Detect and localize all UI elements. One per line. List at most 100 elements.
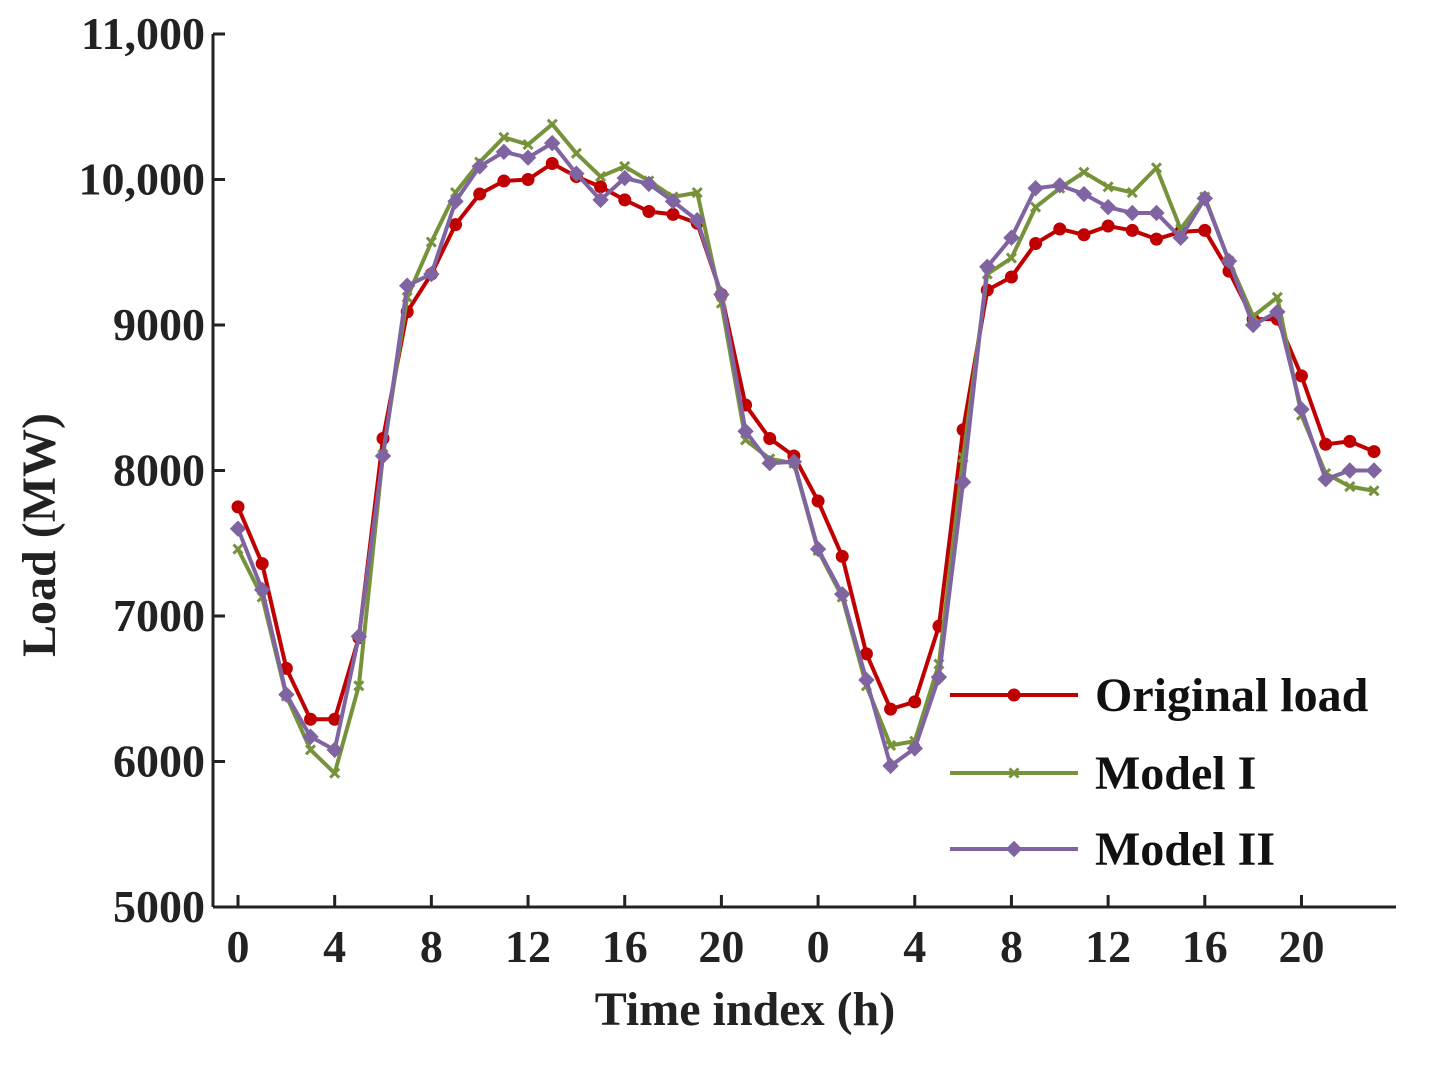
data-point-original-load	[1004, 270, 1018, 284]
data-point-model-ii	[519, 149, 537, 166]
data-point-original-load	[1077, 228, 1091, 242]
data-point-original-load	[449, 218, 463, 232]
data-point-model-i	[498, 131, 510, 143]
series-line-original-load	[236, 161, 1375, 722]
data-point-model-ii	[350, 628, 368, 645]
chart-ticks: 5000 6000 7000 8000 9000 10,000 11,000 0 4 8 12 16 2…	[79, 8, 1325, 972]
data-point-model-ii	[326, 741, 343, 759]
data-point-model-i	[619, 160, 631, 172]
data-point-model-ii	[737, 423, 754, 440]
data-point-model-ii	[423, 265, 440, 283]
data-point-model-i	[594, 171, 607, 183]
data-point-original-load	[594, 180, 608, 194]
y-tick-label: 5000	[113, 881, 205, 932]
legend-marker	[1005, 840, 1023, 858]
data-point-model-ii	[253, 581, 271, 599]
data-point-original-load	[1294, 369, 1308, 383]
data-point-model-ii	[398, 277, 416, 294]
data-point-model-ii	[1196, 190, 1214, 207]
data-point-model-ii	[1293, 401, 1310, 418]
series-model-ii	[229, 134, 1383, 775]
x-tick-label: 4	[323, 921, 346, 972]
x-tick-label: 8	[1000, 921, 1023, 972]
chart-legend: Original load Model I Model II	[950, 669, 1369, 876]
data-point-model-ii	[1244, 316, 1262, 334]
legend-marker	[1007, 688, 1021, 702]
data-point-model-ii	[1269, 303, 1286, 321]
data-point-original-load	[1198, 223, 1212, 237]
y-axis-title: Load (MW)	[13, 413, 66, 657]
data-point-model-ii	[592, 191, 609, 209]
y-tick-label: 9000	[113, 299, 205, 350]
data-point-model-ii	[930, 668, 948, 686]
data-point-original-load	[521, 173, 535, 186]
data-point-model-ii	[785, 453, 803, 470]
data-point-model-i	[353, 680, 365, 692]
x-tick-label: 4	[903, 921, 926, 972]
data-point-model-ii	[1075, 185, 1093, 203]
legend-item-original-load: Original load	[950, 669, 1369, 722]
data-point-model-ii	[471, 158, 488, 175]
legend-item-model-i: Model I	[950, 747, 1256, 800]
data-point-original-load	[908, 695, 922, 709]
data-point-original-load	[473, 187, 487, 201]
x-tick-label: 0	[227, 921, 250, 972]
data-point-model-i	[304, 744, 317, 756]
data-point-model-ii	[1317, 471, 1334, 488]
data-point-model-i	[425, 236, 437, 248]
x-tick-label: 20	[1278, 921, 1324, 972]
data-point-model-ii	[1051, 177, 1068, 194]
data-point-original-load	[1319, 437, 1333, 451]
data-point-original-load	[618, 193, 632, 207]
data-point-original-load	[255, 557, 269, 571]
data-point-model-ii	[302, 728, 319, 745]
data-point-model-i	[329, 767, 341, 779]
y-tick-label: 8000	[113, 445, 205, 496]
data-point-model-i	[1271, 291, 1283, 303]
data-point-model-ii	[979, 258, 996, 276]
data-point-model-ii	[858, 671, 875, 689]
data-point-model-i	[1368, 485, 1380, 497]
data-point-model-ii	[544, 134, 561, 152]
data-point-model-i	[232, 543, 244, 555]
data-point-model-ii	[495, 143, 513, 161]
data-point-model-ii	[1003, 229, 1020, 246]
data-point-original-load	[1343, 434, 1357, 448]
data-point-original-load	[835, 549, 849, 563]
x-tick-label: 8	[420, 921, 443, 972]
x-tick-label: 20	[698, 921, 744, 972]
data-point-original-load	[304, 712, 318, 726]
x-tick-label: 16	[602, 921, 648, 972]
data-point-model-ii	[1148, 204, 1165, 222]
data-point-model-ii	[1220, 252, 1238, 270]
data-point-model-ii	[1172, 229, 1189, 246]
data-point-model-ii	[1341, 462, 1359, 479]
data-point-model-i	[691, 187, 703, 199]
data-point-original-load	[497, 174, 511, 188]
chart-series-group	[229, 118, 1383, 779]
data-point-model-ii	[1099, 198, 1117, 216]
legend-label: Model I	[1095, 747, 1256, 800]
data-point-model-ii	[689, 212, 706, 229]
data-point-model-ii	[761, 455, 778, 472]
data-point-model-ii	[616, 169, 633, 187]
x-axis-title: Time index (h)	[595, 983, 895, 1036]
data-point-model-ii	[374, 447, 392, 465]
data-point-original-load	[1101, 219, 1115, 233]
data-point-model-i	[1344, 480, 1356, 493]
data-point-model-ii	[834, 585, 851, 603]
data-point-model-ii	[954, 473, 972, 491]
data-point-original-load	[642, 205, 656, 219]
legend-item-model-ii: Model II	[950, 823, 1275, 876]
data-point-model-ii	[278, 686, 295, 703]
data-point-model-ii	[1027, 180, 1044, 197]
data-point-model-i	[1150, 162, 1163, 174]
x-tick-label: 0	[807, 921, 830, 972]
data-point-original-load	[545, 156, 559, 170]
data-point-model-i	[1030, 201, 1042, 213]
x-tick-label: 12	[1085, 921, 1131, 972]
data-point-model-ii	[229, 520, 247, 537]
data-point-model-ii	[713, 286, 730, 303]
data-point-original-load	[1125, 223, 1139, 237]
